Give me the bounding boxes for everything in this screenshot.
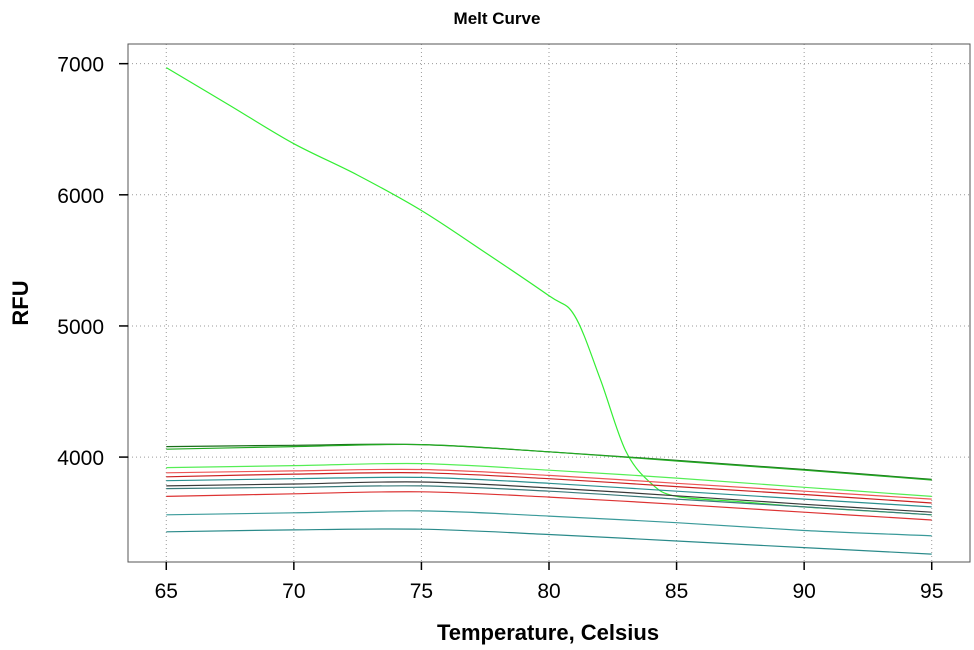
series-line-8	[166, 481, 932, 513]
series-line-5	[166, 468, 932, 500]
series-line-12	[166, 528, 932, 555]
axis-ticks: 65 70 75 80 85 90 95 4000 5000 6000 7000	[57, 54, 943, 603]
chart-title: Melt Curve	[454, 9, 541, 28]
x-tick-label: 65	[155, 580, 178, 603]
series-line-11	[166, 510, 932, 537]
series-line-9	[166, 485, 932, 516]
grid	[128, 44, 970, 562]
x-axis-label: Temperature, Celsius	[437, 620, 659, 645]
x-tick-label: 90	[792, 580, 815, 603]
series-line-10	[166, 491, 932, 521]
y-tick-label: 4000	[57, 447, 104, 470]
series-line-7	[166, 476, 932, 508]
x-tick-label: 75	[410, 580, 433, 603]
series-line-4	[166, 462, 932, 497]
x-tick-label: 95	[920, 580, 943, 603]
x-tick-label: 70	[282, 580, 305, 603]
series-group	[165, 67, 932, 555]
y-tick-label: 5000	[57, 316, 104, 339]
x-tick-label: 80	[537, 580, 560, 603]
y-axis-label: RFU	[8, 280, 33, 325]
y-tick-label: 7000	[57, 54, 104, 77]
series-line-1	[165, 67, 932, 516]
y-tick-label: 6000	[57, 185, 104, 208]
x-tick-label: 85	[665, 580, 688, 603]
series-line-6	[166, 472, 932, 504]
series-line-3	[166, 443, 932, 481]
